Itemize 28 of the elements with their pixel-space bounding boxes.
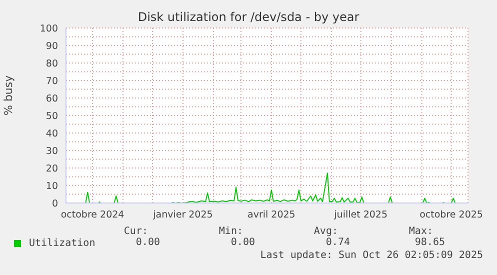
y-tick-label: 80 xyxy=(46,58,58,70)
chart-title: Disk utilization for /dev/sda - by year xyxy=(136,10,360,24)
x-tick-label: juillet 2025 xyxy=(333,210,388,221)
text: Min: xyxy=(218,226,244,237)
y-tick-label: 60 xyxy=(46,93,58,104)
y-tick-label: 0 xyxy=(52,198,58,210)
x-tick-label: octobre 2025 xyxy=(420,210,483,221)
text: Max: xyxy=(408,226,434,237)
text: 0.74 xyxy=(324,237,350,248)
text: 98.65 xyxy=(414,237,445,248)
y-tick-label: 30 xyxy=(46,146,58,157)
x-tick-label: octobre 2024 xyxy=(60,210,124,221)
y-tick-label: 20 xyxy=(46,163,58,174)
y-tick-label: 100 xyxy=(40,23,58,34)
y-axis-title: % busy xyxy=(2,74,15,116)
text: Avg: xyxy=(312,226,339,237)
y-tick-label: 10 xyxy=(46,180,58,192)
x-tick-label: janvier 2025 xyxy=(152,210,213,221)
x-tick-label: avril 2025 xyxy=(248,210,296,221)
text: 0.00 xyxy=(230,237,255,248)
text: 0.00 xyxy=(134,237,160,248)
text: Last update: Sun Oct 26 02:05:09 2025 xyxy=(260,250,483,261)
legend-label: Utilization xyxy=(28,238,96,249)
text: Cur: xyxy=(122,226,149,237)
y-tick-label: 90 xyxy=(46,40,58,52)
y-tick-label: 70 xyxy=(46,76,58,87)
y-tick-label: 40 xyxy=(46,128,58,140)
y-tick-label: 50 xyxy=(46,110,58,122)
